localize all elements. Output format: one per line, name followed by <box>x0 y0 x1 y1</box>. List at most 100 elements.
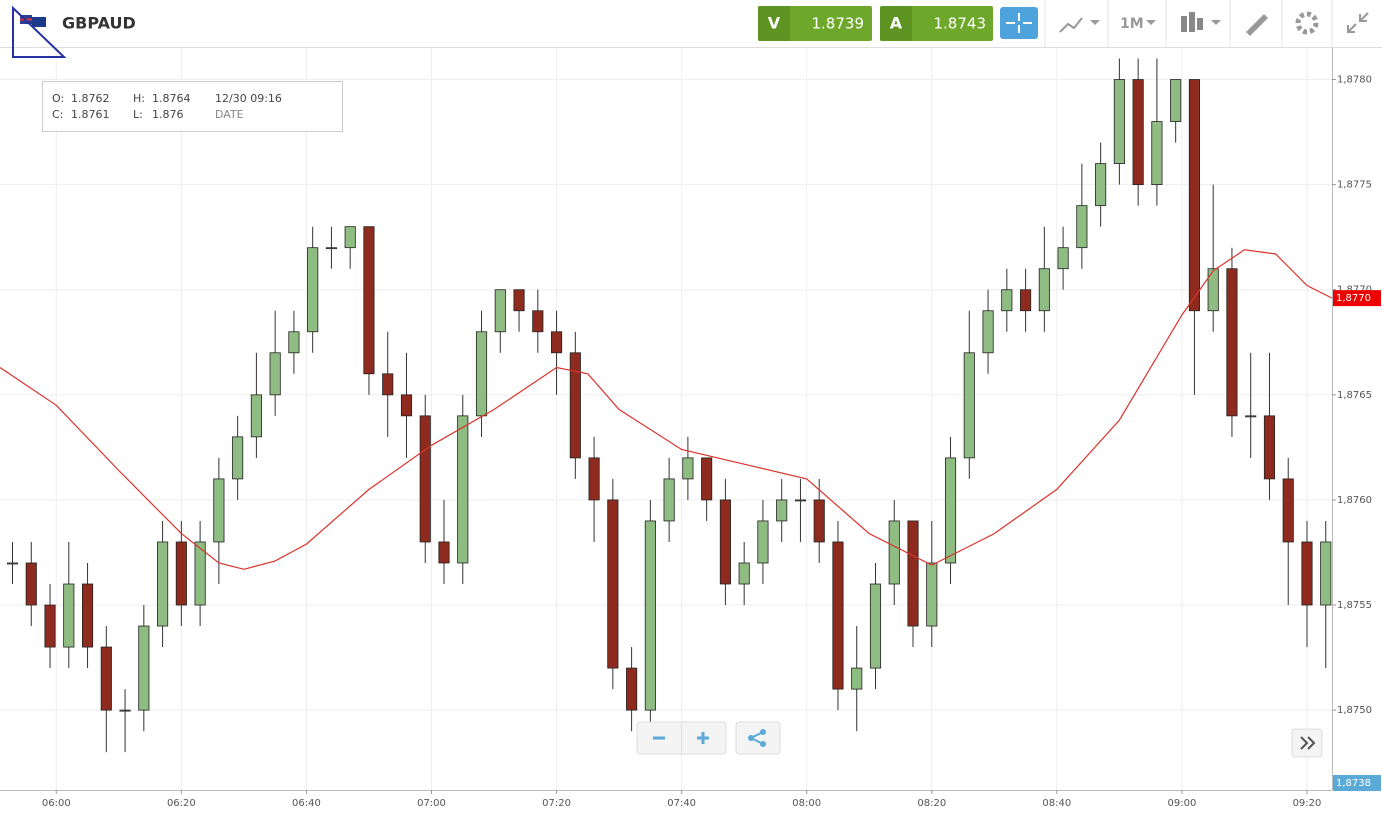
candle-body <box>138 625 150 711</box>
buy-price: 1.8743 <box>934 15 987 33</box>
x-tick-label: 07:00 <box>417 798 446 809</box>
info-box <box>42 81 343 132</box>
candle-body <box>1226 268 1238 417</box>
candle-body <box>63 583 75 648</box>
candle-body <box>1038 268 1050 312</box>
flag-au <box>32 17 46 27</box>
candle-body <box>1151 121 1163 186</box>
candle-body <box>719 499 731 585</box>
x-tick-label: 07:20 <box>542 798 571 809</box>
candle-body <box>400 394 413 417</box>
x-tick-label: 08:00 <box>792 798 821 809</box>
candle-body <box>1170 79 1182 122</box>
close-label: C: <box>52 108 63 121</box>
candle-body <box>1076 205 1088 249</box>
price-marker-label: 1,8770 <box>1336 293 1371 304</box>
dropdown-caret <box>1211 20 1221 25</box>
share-dot <box>748 735 754 741</box>
candle-body <box>81 583 94 648</box>
x-tick-label: 09:00 <box>1168 798 1197 809</box>
candle-body <box>157 541 169 627</box>
timeframe[interactable]: 1M <box>1120 16 1144 32</box>
share-dot <box>760 741 766 747</box>
zoom-in[interactable] <box>697 732 709 744</box>
candle-body <box>419 415 431 543</box>
candle-body <box>1301 541 1313 606</box>
moving-average-line <box>0 249 1333 570</box>
dropdown-caret <box>1146 20 1156 25</box>
candle-body <box>813 499 825 543</box>
x-tick-label: 06:00 <box>42 798 71 809</box>
candle-body <box>569 352 581 459</box>
candle-body <box>851 667 863 690</box>
candle-body <box>100 646 112 711</box>
candle-body <box>738 562 750 585</box>
candle-body <box>551 331 563 354</box>
indicator-icon[interactable] <box>1059 17 1083 33</box>
y-tick-label: 1,8780 <box>1337 75 1372 86</box>
candle-body <box>907 520 919 627</box>
candle-body <box>1113 79 1125 165</box>
open-value: 1.8762 <box>71 92 110 105</box>
scroll-end-icon <box>1300 736 1316 750</box>
candle-body <box>663 478 675 522</box>
candle-body <box>944 457 957 564</box>
y-tick-label: 1,8750 <box>1337 705 1372 716</box>
candle-body <box>325 247 337 250</box>
x-tick-label: 07:40 <box>667 798 696 809</box>
share-dot <box>760 729 766 735</box>
candle-body <box>6 562 19 565</box>
symbol[interactable]: GBPAUD <box>62 14 136 33</box>
candle-body <box>119 709 131 712</box>
sell-price: 1.8739 <box>812 15 865 33</box>
candle-body <box>363 226 375 375</box>
plot: 1,8750 1,8755 1,8760 1,8765 1,8770 1,8775 1,87… <box>0 48 1381 809</box>
candle-body <box>644 520 656 711</box>
candle-body <box>926 562 938 627</box>
crosshair-button[interactable] <box>1000 7 1038 39</box>
candle-body <box>757 520 769 564</box>
x-tick-label: 08:20 <box>917 798 946 809</box>
x-tick-label: 09:20 <box>1293 798 1322 809</box>
candle-body <box>1020 289 1032 312</box>
candle-body <box>1001 289 1013 312</box>
candle-body <box>1057 247 1069 270</box>
candle-body <box>307 247 319 333</box>
candle-body <box>1282 478 1294 543</box>
y-tick-label: 1,8760 <box>1337 495 1372 506</box>
share-button[interactable] <box>735 721 781 755</box>
dropdown-caret <box>1090 20 1100 25</box>
y-tick-label: 1,8775 <box>1337 180 1372 191</box>
crosshair-icon <box>1006 13 1032 33</box>
candle-body <box>776 499 788 522</box>
candle-type-icon[interactable] <box>1181 12 1203 32</box>
candle-body <box>682 457 694 480</box>
buy-letter: A <box>890 14 903 33</box>
bid-marker <box>1333 775 1381 791</box>
collapse-icon[interactable] <box>1347 12 1369 33</box>
candle-body <box>269 352 281 396</box>
candle-body <box>1320 541 1332 606</box>
candle-body <box>982 310 994 354</box>
date-label: DATE <box>215 108 244 121</box>
candle-body <box>1132 79 1144 186</box>
price-marker <box>1333 290 1381 307</box>
candle-body <box>213 478 225 543</box>
candle-body <box>475 331 488 417</box>
candle-body <box>532 310 544 333</box>
sell-letter: V <box>768 14 781 33</box>
x-tick-label: 06:20 <box>167 798 196 809</box>
candle-body <box>626 667 638 711</box>
high-label: H: <box>133 92 145 105</box>
close-value: 1.8761 <box>71 108 110 121</box>
candle-body <box>382 373 394 396</box>
x-tick-label: 08:40 <box>1042 798 1071 809</box>
high-value: 1.8764 <box>152 92 191 105</box>
candle-body <box>513 289 525 312</box>
candle-body <box>701 457 713 501</box>
low-value: 1.876 <box>152 108 184 121</box>
draw-icon[interactable] <box>1246 14 1268 36</box>
settings-icon[interactable] <box>1295 11 1319 35</box>
